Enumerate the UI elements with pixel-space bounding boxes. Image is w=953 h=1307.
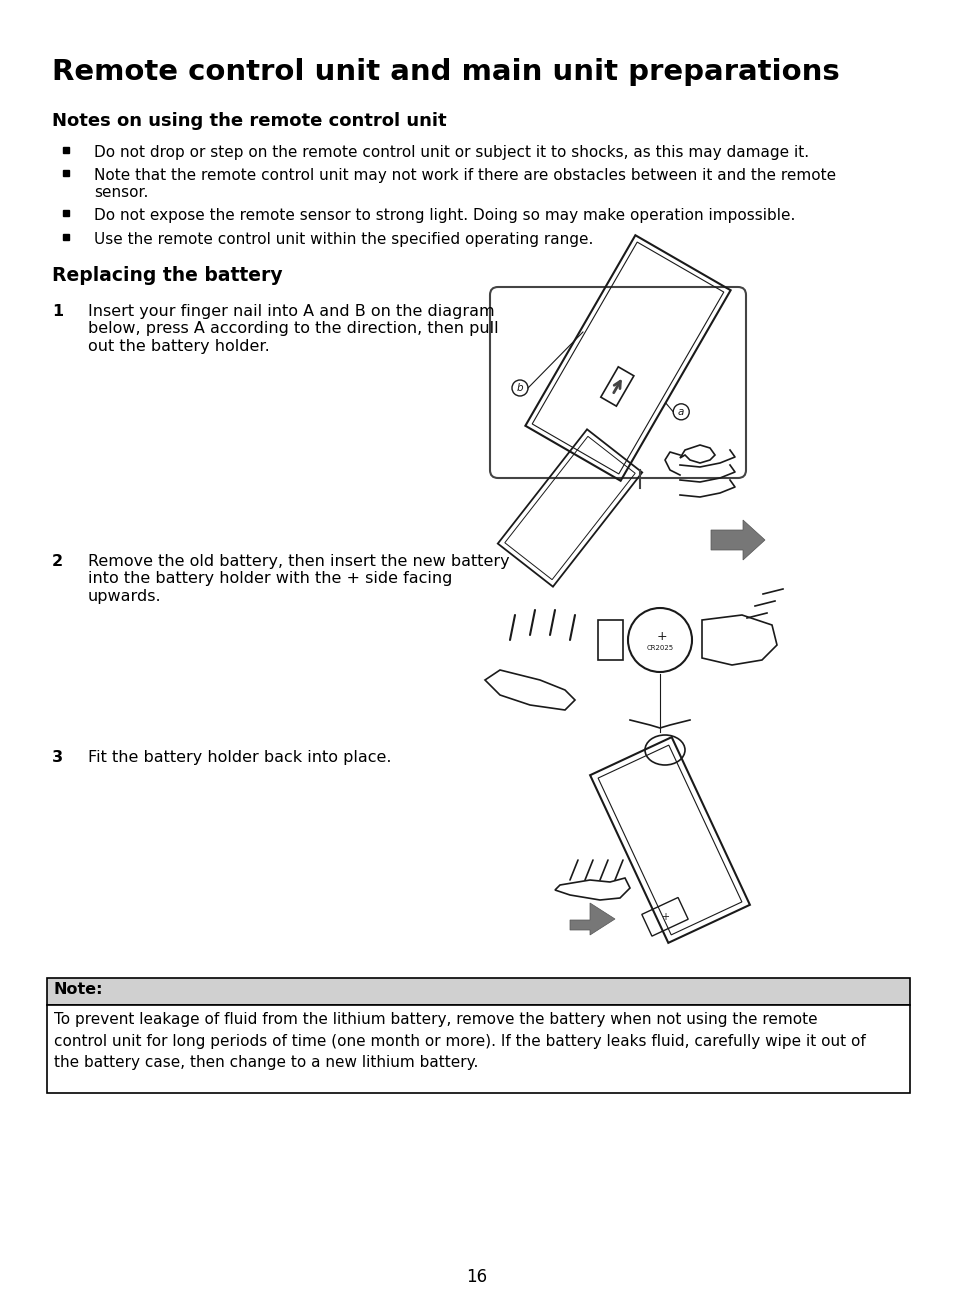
Polygon shape	[679, 444, 714, 463]
Text: 16: 16	[466, 1268, 487, 1286]
Text: Use the remote control unit within the specified operating range.: Use the remote control unit within the s…	[94, 233, 593, 247]
Text: Replacing the battery: Replacing the battery	[52, 267, 282, 285]
Text: a: a	[678, 406, 683, 417]
Text: Do not drop or step on the remote control unit or subject it to shocks, as this : Do not drop or step on the remote contro…	[94, 145, 808, 159]
Text: To prevent leakage of fluid from the lithium battery, remove the battery when no: To prevent leakage of fluid from the lit…	[54, 1012, 864, 1070]
Text: 1: 1	[52, 305, 63, 319]
Text: Fit the battery holder back into place.: Fit the battery holder back into place.	[88, 750, 391, 765]
Text: Note that the remote control unit may not work if there are obstacles between it: Note that the remote control unit may no…	[94, 169, 835, 200]
Polygon shape	[710, 520, 764, 559]
Text: b: b	[517, 383, 523, 393]
Text: CR2025: CR2025	[646, 644, 673, 651]
Text: Do not expose the remote sensor to strong light. Doing so may make operation imp: Do not expose the remote sensor to stron…	[94, 208, 795, 223]
Text: Insert your finger nail into A and B on the diagram
below, press A according to : Insert your finger nail into A and B on …	[88, 305, 498, 354]
Text: 3: 3	[52, 750, 63, 765]
Text: 2: 2	[52, 554, 63, 569]
Text: Remote control unit and main unit preparations: Remote control unit and main unit prepar…	[52, 58, 839, 86]
Polygon shape	[569, 903, 615, 935]
Text: Remove the old battery, then insert the new battery
into the battery holder with: Remove the old battery, then insert the …	[88, 554, 509, 604]
Text: Note:: Note:	[54, 982, 103, 997]
Bar	[47, 978, 909, 1005]
Text: +: +	[656, 630, 666, 643]
Bar	[47, 1005, 909, 1093]
Text: Notes on using the remote control unit: Notes on using the remote control unit	[52, 112, 446, 129]
Text: +: +	[660, 912, 668, 921]
FancyBboxPatch shape	[490, 288, 745, 478]
